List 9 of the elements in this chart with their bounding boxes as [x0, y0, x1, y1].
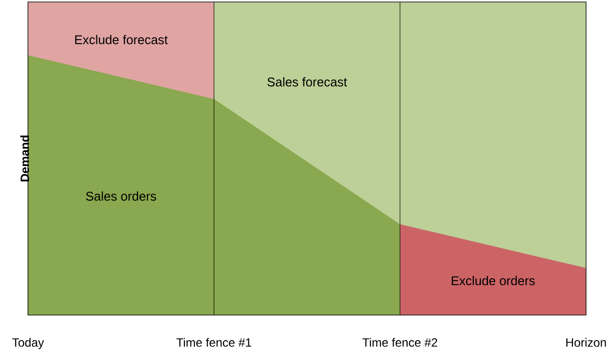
x-tick-label: Time fence #1 [176, 338, 252, 347]
series-label: Sales forecast [267, 77, 348, 86]
x-tick-label: Today [12, 338, 44, 350]
x-tick-label: Horizon [566, 338, 606, 347]
series-label: Sales orders [86, 191, 156, 201]
x-tick-label: Time fence #2 [362, 338, 438, 347]
series-label: Exclude forecast [75, 34, 168, 44]
series-label: Exclude orders [452, 276, 535, 286]
y-axis-title: Demand [20, 136, 30, 182]
